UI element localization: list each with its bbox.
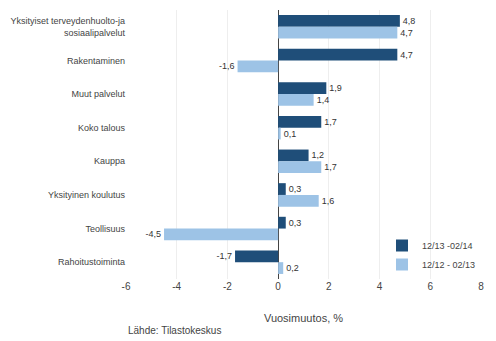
- svg-text:2: 2: [326, 281, 332, 292]
- svg-text:0: 0: [275, 281, 281, 292]
- svg-text:12/13 -02/14: 12/13 -02/14: [422, 241, 473, 251]
- svg-text:Vuosimuutos, %: Vuosimuutos, %: [264, 312, 343, 324]
- svg-text:Muut palvelut: Muut palvelut: [71, 89, 125, 99]
- svg-text:Koko talous: Koko talous: [78, 123, 126, 133]
- svg-text:0,3: 0,3: [289, 218, 302, 228]
- svg-text:Rakentaminen: Rakentaminen: [67, 56, 125, 66]
- svg-text:-4,5: -4,5: [146, 229, 162, 239]
- svg-text:Yksityiset terveydenhuolto-jas: Yksityiset terveydenhuolto-jasosiaalipal…: [10, 16, 125, 38]
- svg-text:Kauppa: Kauppa: [94, 156, 125, 166]
- svg-text:1,7: 1,7: [324, 117, 337, 127]
- svg-text:4,8: 4,8: [403, 16, 416, 26]
- svg-text:1,2: 1,2: [312, 150, 325, 160]
- svg-text:8: 8: [478, 281, 484, 292]
- svg-text:-1,6: -1,6: [219, 61, 235, 71]
- svg-text:Teollisuus: Teollisuus: [85, 224, 125, 234]
- svg-text:6: 6: [428, 281, 434, 292]
- svg-text:1,9: 1,9: [329, 83, 342, 93]
- svg-text:-2: -2: [223, 281, 232, 292]
- svg-text:-6: -6: [122, 281, 131, 292]
- svg-text:-1,7: -1,7: [217, 251, 233, 261]
- svg-text:Lähde: Tilastokeskus: Lähde: Tilastokeskus: [128, 325, 221, 336]
- svg-text:-4: -4: [172, 281, 181, 292]
- svg-text:1,7: 1,7: [324, 162, 337, 172]
- svg-text:0,2: 0,2: [286, 263, 299, 273]
- svg-text:12/12 - 02/13: 12/12 - 02/13: [422, 260, 475, 270]
- svg-text:4,7: 4,7: [400, 50, 413, 60]
- svg-text:0,1: 0,1: [284, 129, 297, 139]
- svg-text:1,4: 1,4: [317, 95, 330, 105]
- svg-text:0,3: 0,3: [289, 184, 302, 194]
- svg-text:4: 4: [377, 281, 383, 292]
- svg-text:Rahoitustoiminta: Rahoitustoiminta: [58, 257, 125, 267]
- svg-text:Yksityinen koulutus: Yksityinen koulutus: [48, 190, 126, 200]
- svg-text:4,7: 4,7: [400, 28, 413, 38]
- svg-text:1,6: 1,6: [322, 196, 335, 206]
